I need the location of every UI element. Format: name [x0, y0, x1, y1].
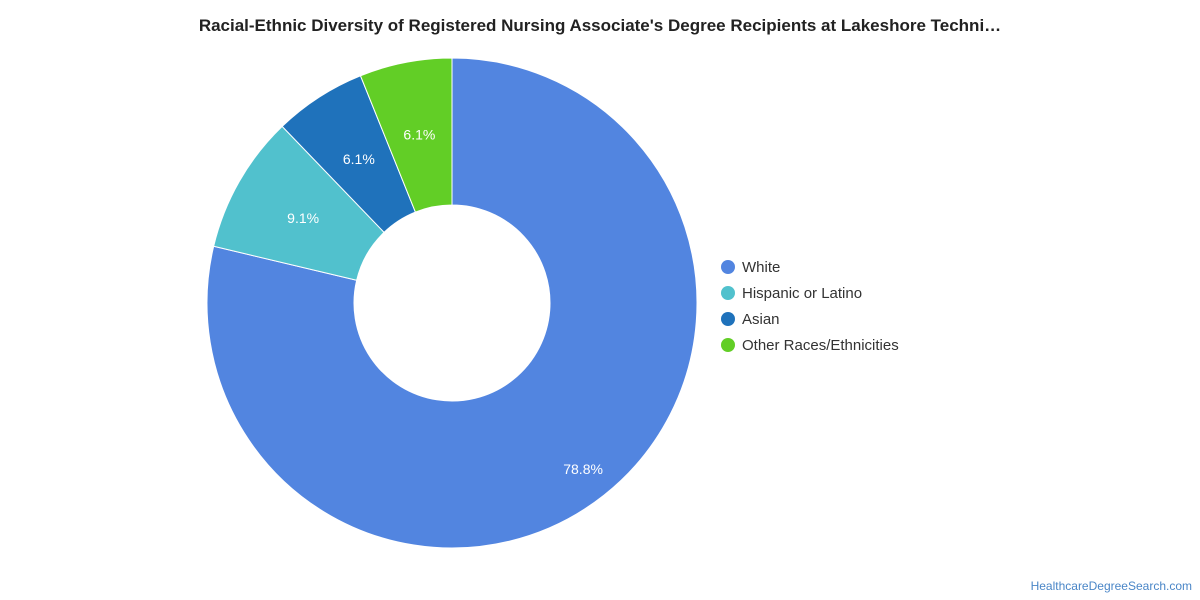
legend-swatch-other-races-ethnicities	[721, 338, 735, 352]
legend-item-other-races-ethnicities[interactable]: Other Races/Ethnicities	[721, 332, 899, 358]
slice-label-white: 78.8%	[563, 461, 603, 477]
source-credit[interactable]: HealthcareDegreeSearch.com	[1030, 579, 1192, 593]
legend-label-white: White	[742, 258, 781, 276]
legend-label-asian: Asian	[742, 310, 780, 328]
legend-item-white[interactable]: White	[721, 254, 899, 280]
slice-label-hispanic-or-latino: 9.1%	[287, 210, 319, 226]
slice-label-asian: 6.1%	[343, 151, 375, 167]
legend-item-hispanic-or-latino[interactable]: Hispanic or Latino	[721, 280, 899, 306]
legend-label-hispanic-or-latino: Hispanic or Latino	[742, 284, 863, 302]
legend-label-other-races-ethnicities: Other Races/Ethnicities	[742, 336, 899, 354]
legend-swatch-white	[721, 260, 735, 274]
slice-other-races-ethnicities[interactable]	[359, 57, 453, 213]
slice-label-other-races-ethnicities: 6.1%	[403, 127, 435, 143]
legend-swatch-hispanic-or-latino	[721, 286, 735, 300]
legend-item-asian[interactable]: Asian	[721, 306, 899, 332]
chart-title: Racial-Ethnic Diversity of Registered Nu…	[198, 16, 1002, 35]
chart-legend: White Hispanic or Latino Asian Other Rac…	[721, 254, 899, 358]
slice-white[interactable]	[206, 57, 698, 549]
legend-swatch-asian	[721, 312, 735, 326]
